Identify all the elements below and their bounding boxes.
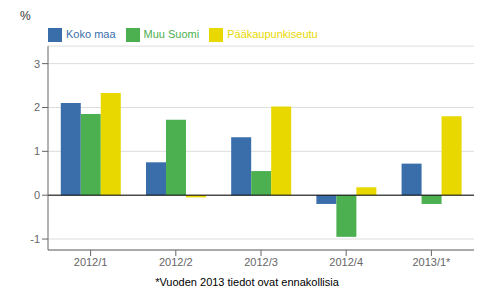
- svg-text:2013/1*: 2013/1*: [412, 256, 451, 268]
- html-text:*Vuoden 2013 tiedot ovat ennak: *Vuoden 2013 tiedot ovat ennakollisia: [155, 276, 339, 288]
- html-text:Muu Suomi: Muu Suomi: [143, 28, 200, 40]
- svg-text:2012/4: 2012/4: [329, 256, 363, 268]
- svg-text:2012/1: 2012/1: [74, 256, 108, 268]
- svg-text:0: 0: [34, 189, 40, 201]
- svg-text:2012/2: 2012/2: [159, 256, 193, 268]
- html-text:Pääkaupunkiseutu: Pääkaupunkiseutu: [227, 28, 318, 40]
- svg-text:2012/3: 2012/3: [244, 256, 278, 268]
- html-text:Koko maa: Koko maa: [66, 28, 116, 40]
- svg-text:3: 3: [34, 58, 40, 70]
- svg-text:1: 1: [34, 145, 40, 157]
- svg-text:-1: -1: [30, 233, 40, 245]
- svg-text:2: 2: [34, 101, 40, 113]
